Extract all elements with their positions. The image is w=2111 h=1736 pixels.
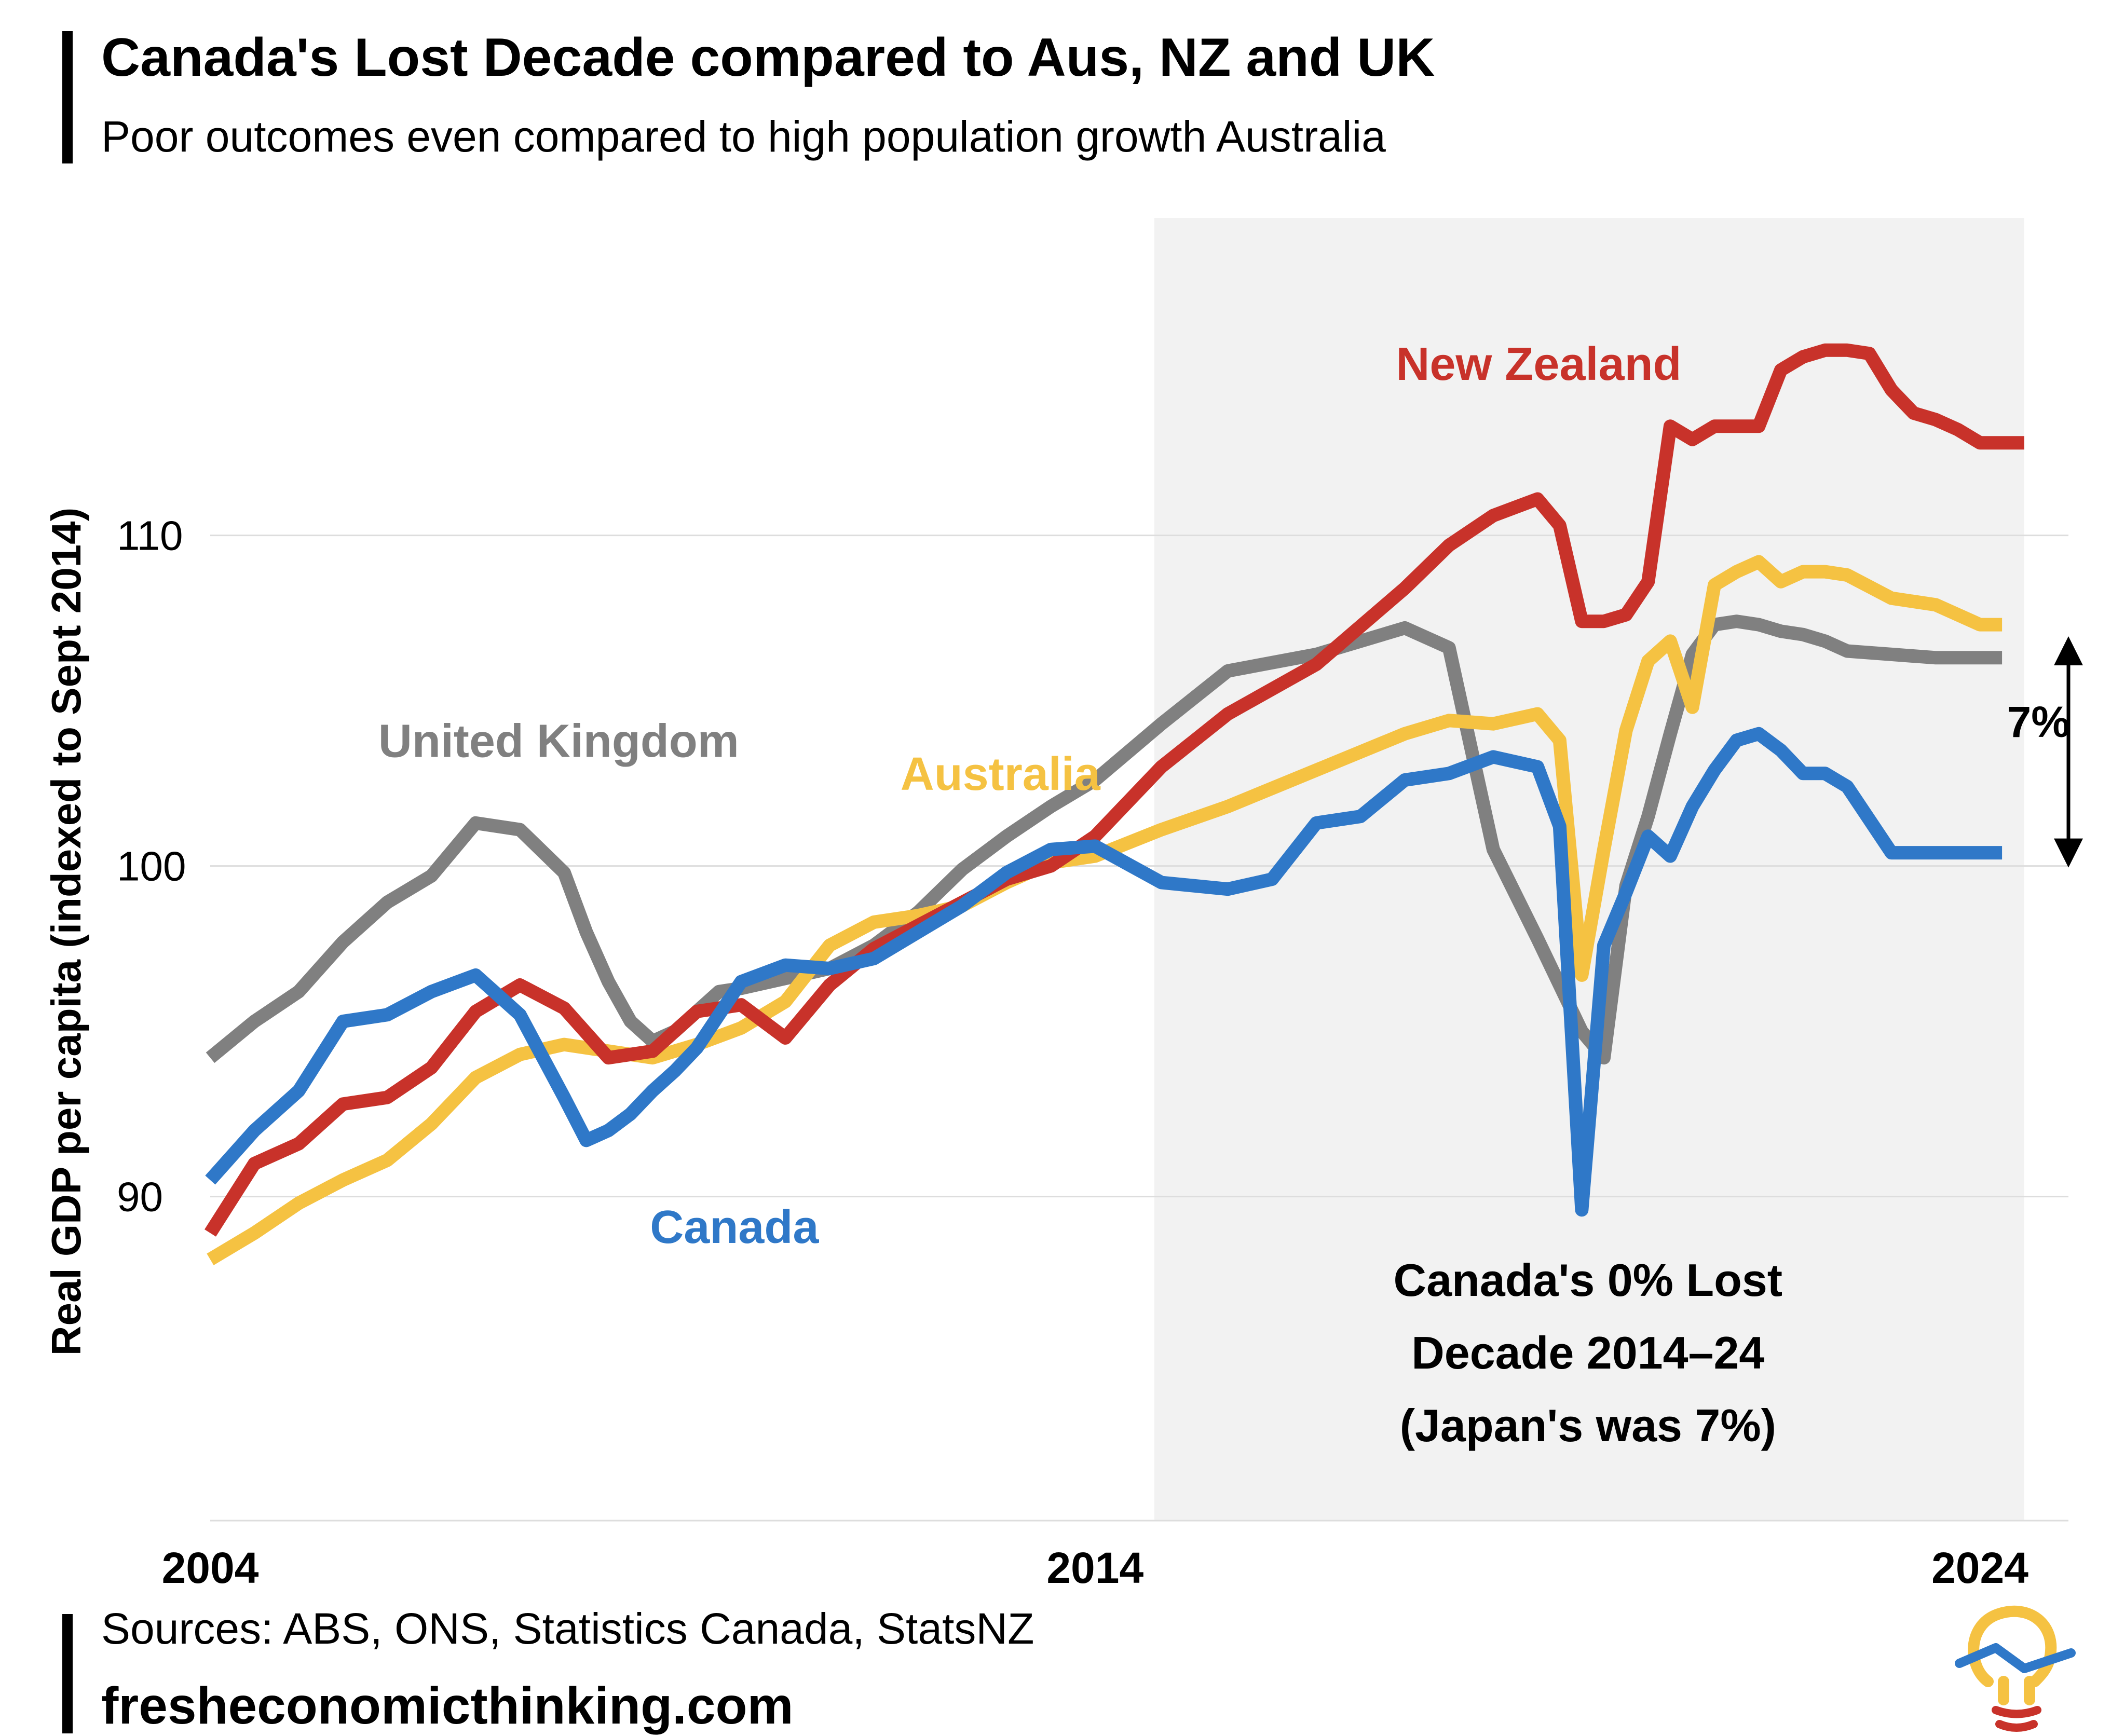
title-accent-bar	[62, 31, 73, 163]
sources-note: Sources: ABS, ONS, Statistics Canada, St…	[101, 1604, 1034, 1653]
series-line-new-zealand	[205, 343, 2024, 1237]
x-tick-label: 2024	[1931, 1543, 2028, 1592]
lost-decade-shading	[1154, 218, 2024, 1521]
y-tick-label: 110	[117, 513, 183, 559]
series-label-united-kingdom: United Kingdom	[378, 715, 739, 767]
lost-decade-annotation: Canada's 0% Lost Decade 2014–24 (Japan's…	[1394, 1254, 1783, 1451]
series-line-canada	[205, 727, 2003, 1217]
series-label-canada: Canada	[650, 1201, 819, 1253]
series-label-australia: Australia	[901, 748, 1101, 800]
website-credit: fresheconomicthinking.com	[101, 1677, 794, 1735]
lost-decade-line-2: Decade 2014–24	[1411, 1327, 1764, 1378]
y-tick-label: 90	[117, 1174, 163, 1220]
lost-decade-line-1: Canada's 0% Lost	[1394, 1254, 1783, 1306]
page-subtitle: Poor outcomes even compared to high popu…	[101, 112, 1386, 161]
y-tick-label: 100	[117, 843, 186, 890]
lost-decade-line-3: (Japan's was 7%)	[1400, 1400, 1776, 1451]
series-line-united-kingdom	[206, 614, 2003, 1065]
footer-accent-bar	[62, 1614, 73, 1733]
chart: 90 100 110 2004 2014 2024 Real GDP per capita…	[43, 218, 2083, 1592]
page-title: Canada's Lost Decade compared to Aus, NZ…	[101, 28, 1435, 88]
x-tick-label: 2014	[1046, 1543, 1143, 1592]
y-axis-label: Real GDP per capita (indexed to Sept 201…	[43, 508, 89, 1356]
gap-label: 7%	[2007, 698, 2070, 746]
lightbulb-chart-logo-icon	[1955, 1605, 2076, 1732]
series-label-new-zealand: New Zealand	[1396, 338, 1681, 390]
x-tick-label: 2004	[162, 1543, 259, 1592]
